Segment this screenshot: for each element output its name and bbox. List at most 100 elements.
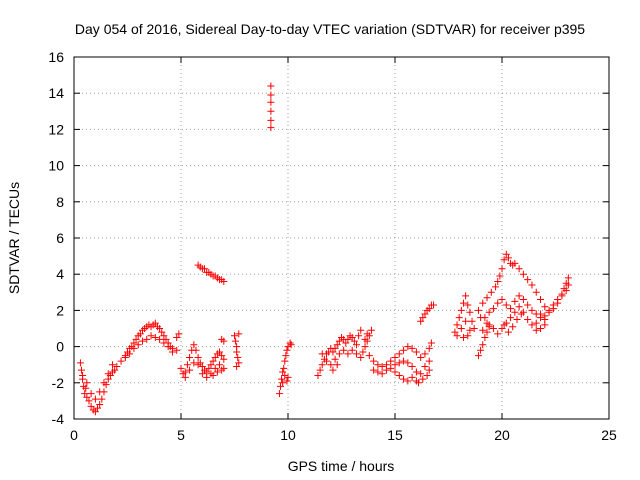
data-point-marker — [287, 341, 295, 349]
data-point-marker — [162, 335, 170, 343]
data-point-marker — [365, 352, 373, 360]
y-tick-label: 16 — [48, 49, 64, 65]
data-point-marker — [355, 332, 363, 340]
data-point-marker — [532, 319, 540, 327]
data-point-marker — [479, 326, 487, 334]
data-point-marker — [554, 299, 562, 307]
data-point-marker — [425, 344, 433, 352]
data-point-marker — [220, 355, 228, 363]
y-tick-label: -4 — [52, 411, 65, 427]
data-point-marker — [378, 363, 386, 371]
data-point-marker — [466, 308, 474, 316]
data-point-marker — [186, 353, 194, 361]
data-point-marker — [524, 276, 532, 284]
data-point-marker — [96, 401, 104, 409]
data-point-marker — [515, 303, 523, 311]
data-point-marker — [267, 116, 275, 124]
data-point-marker — [378, 370, 386, 378]
data-point-marker — [158, 328, 166, 336]
data-point-marker — [333, 361, 341, 369]
data-point-marker — [357, 326, 365, 334]
data-point-marker — [464, 332, 472, 340]
data-point-marker — [331, 355, 339, 363]
data-point-marker — [79, 372, 87, 380]
data-point-marker — [387, 357, 395, 365]
data-point-marker — [348, 334, 356, 342]
data-point-marker — [528, 306, 536, 314]
data-point-marker — [464, 301, 472, 309]
data-point-marker — [143, 335, 151, 343]
data-point-marker — [77, 366, 85, 374]
data-point-marker — [391, 368, 399, 376]
data-point-marker — [316, 366, 324, 374]
data-point-marker — [408, 373, 416, 381]
data-point-marker — [201, 265, 209, 273]
data-point-marker — [81, 390, 89, 398]
data-point-marker — [361, 343, 369, 351]
data-point-marker — [234, 353, 242, 361]
y-tick-label: 12 — [48, 121, 64, 137]
data-point-marker — [109, 361, 117, 369]
y-tick-label: 0 — [56, 339, 64, 355]
y-axis-label: SDTVAR / TECUs — [6, 182, 22, 294]
x-tick-label: 5 — [177, 427, 185, 443]
data-point-marker — [367, 326, 375, 334]
data-point-marker — [496, 272, 504, 280]
data-point-marker — [190, 359, 198, 367]
data-point-marker — [213, 368, 221, 376]
data-point-marker — [181, 373, 189, 381]
data-point-marker — [267, 98, 275, 106]
data-point-marker — [489, 305, 497, 313]
data-point-marker — [485, 321, 493, 329]
data-point-marker — [487, 288, 495, 296]
data-point-marker — [286, 339, 294, 347]
data-point-marker — [136, 330, 144, 338]
data-point-marker — [558, 292, 566, 300]
data-point-marker — [468, 317, 476, 325]
data-point-marker — [267, 82, 275, 90]
data-point-marker — [333, 341, 341, 349]
data-point-marker — [87, 390, 95, 398]
data-point-marker — [278, 375, 286, 383]
data-point-marker — [455, 314, 463, 322]
data-point-marker — [361, 335, 369, 343]
data-point-marker — [498, 296, 506, 304]
data-point-marker — [474, 352, 482, 360]
data-point-marker — [98, 395, 106, 403]
data-point-marker — [335, 350, 343, 358]
data-point-marker — [156, 325, 164, 332]
data-point-marker — [111, 366, 119, 374]
data-point-marker — [267, 91, 275, 99]
data-point-marker — [121, 353, 129, 361]
data-point-marker — [83, 379, 91, 387]
data-point-marker — [479, 299, 487, 307]
data-point-marker — [318, 361, 326, 369]
data-point-marker — [352, 341, 360, 349]
data-point-marker — [267, 124, 275, 132]
data-point-marker — [323, 357, 331, 365]
y-tick-label: 8 — [56, 194, 64, 210]
data-point-marker — [391, 361, 399, 369]
data-point-marker — [218, 366, 226, 374]
data-point-marker — [151, 319, 159, 327]
data-point-marker — [335, 337, 343, 345]
data-point-marker — [194, 353, 202, 361]
data-point-marker — [85, 397, 93, 405]
y-tick-label: 2 — [56, 302, 64, 318]
data-point-marker — [453, 321, 461, 329]
data-point-marker — [430, 301, 438, 309]
data-point-marker — [395, 372, 403, 380]
data-point-marker — [283, 377, 291, 385]
data-point-marker — [502, 301, 510, 309]
data-point-marker — [374, 361, 382, 369]
data-point-marker — [283, 346, 291, 354]
data-point-marker — [509, 323, 517, 331]
data-point-marker — [327, 361, 335, 369]
data-point-marker — [427, 339, 435, 347]
data-point-marker — [370, 357, 378, 365]
data-point-marker — [507, 305, 515, 313]
data-point-marker — [151, 334, 159, 342]
data-point-marker — [232, 337, 240, 345]
data-point-marker — [421, 310, 429, 318]
data-point-marker — [359, 348, 367, 356]
